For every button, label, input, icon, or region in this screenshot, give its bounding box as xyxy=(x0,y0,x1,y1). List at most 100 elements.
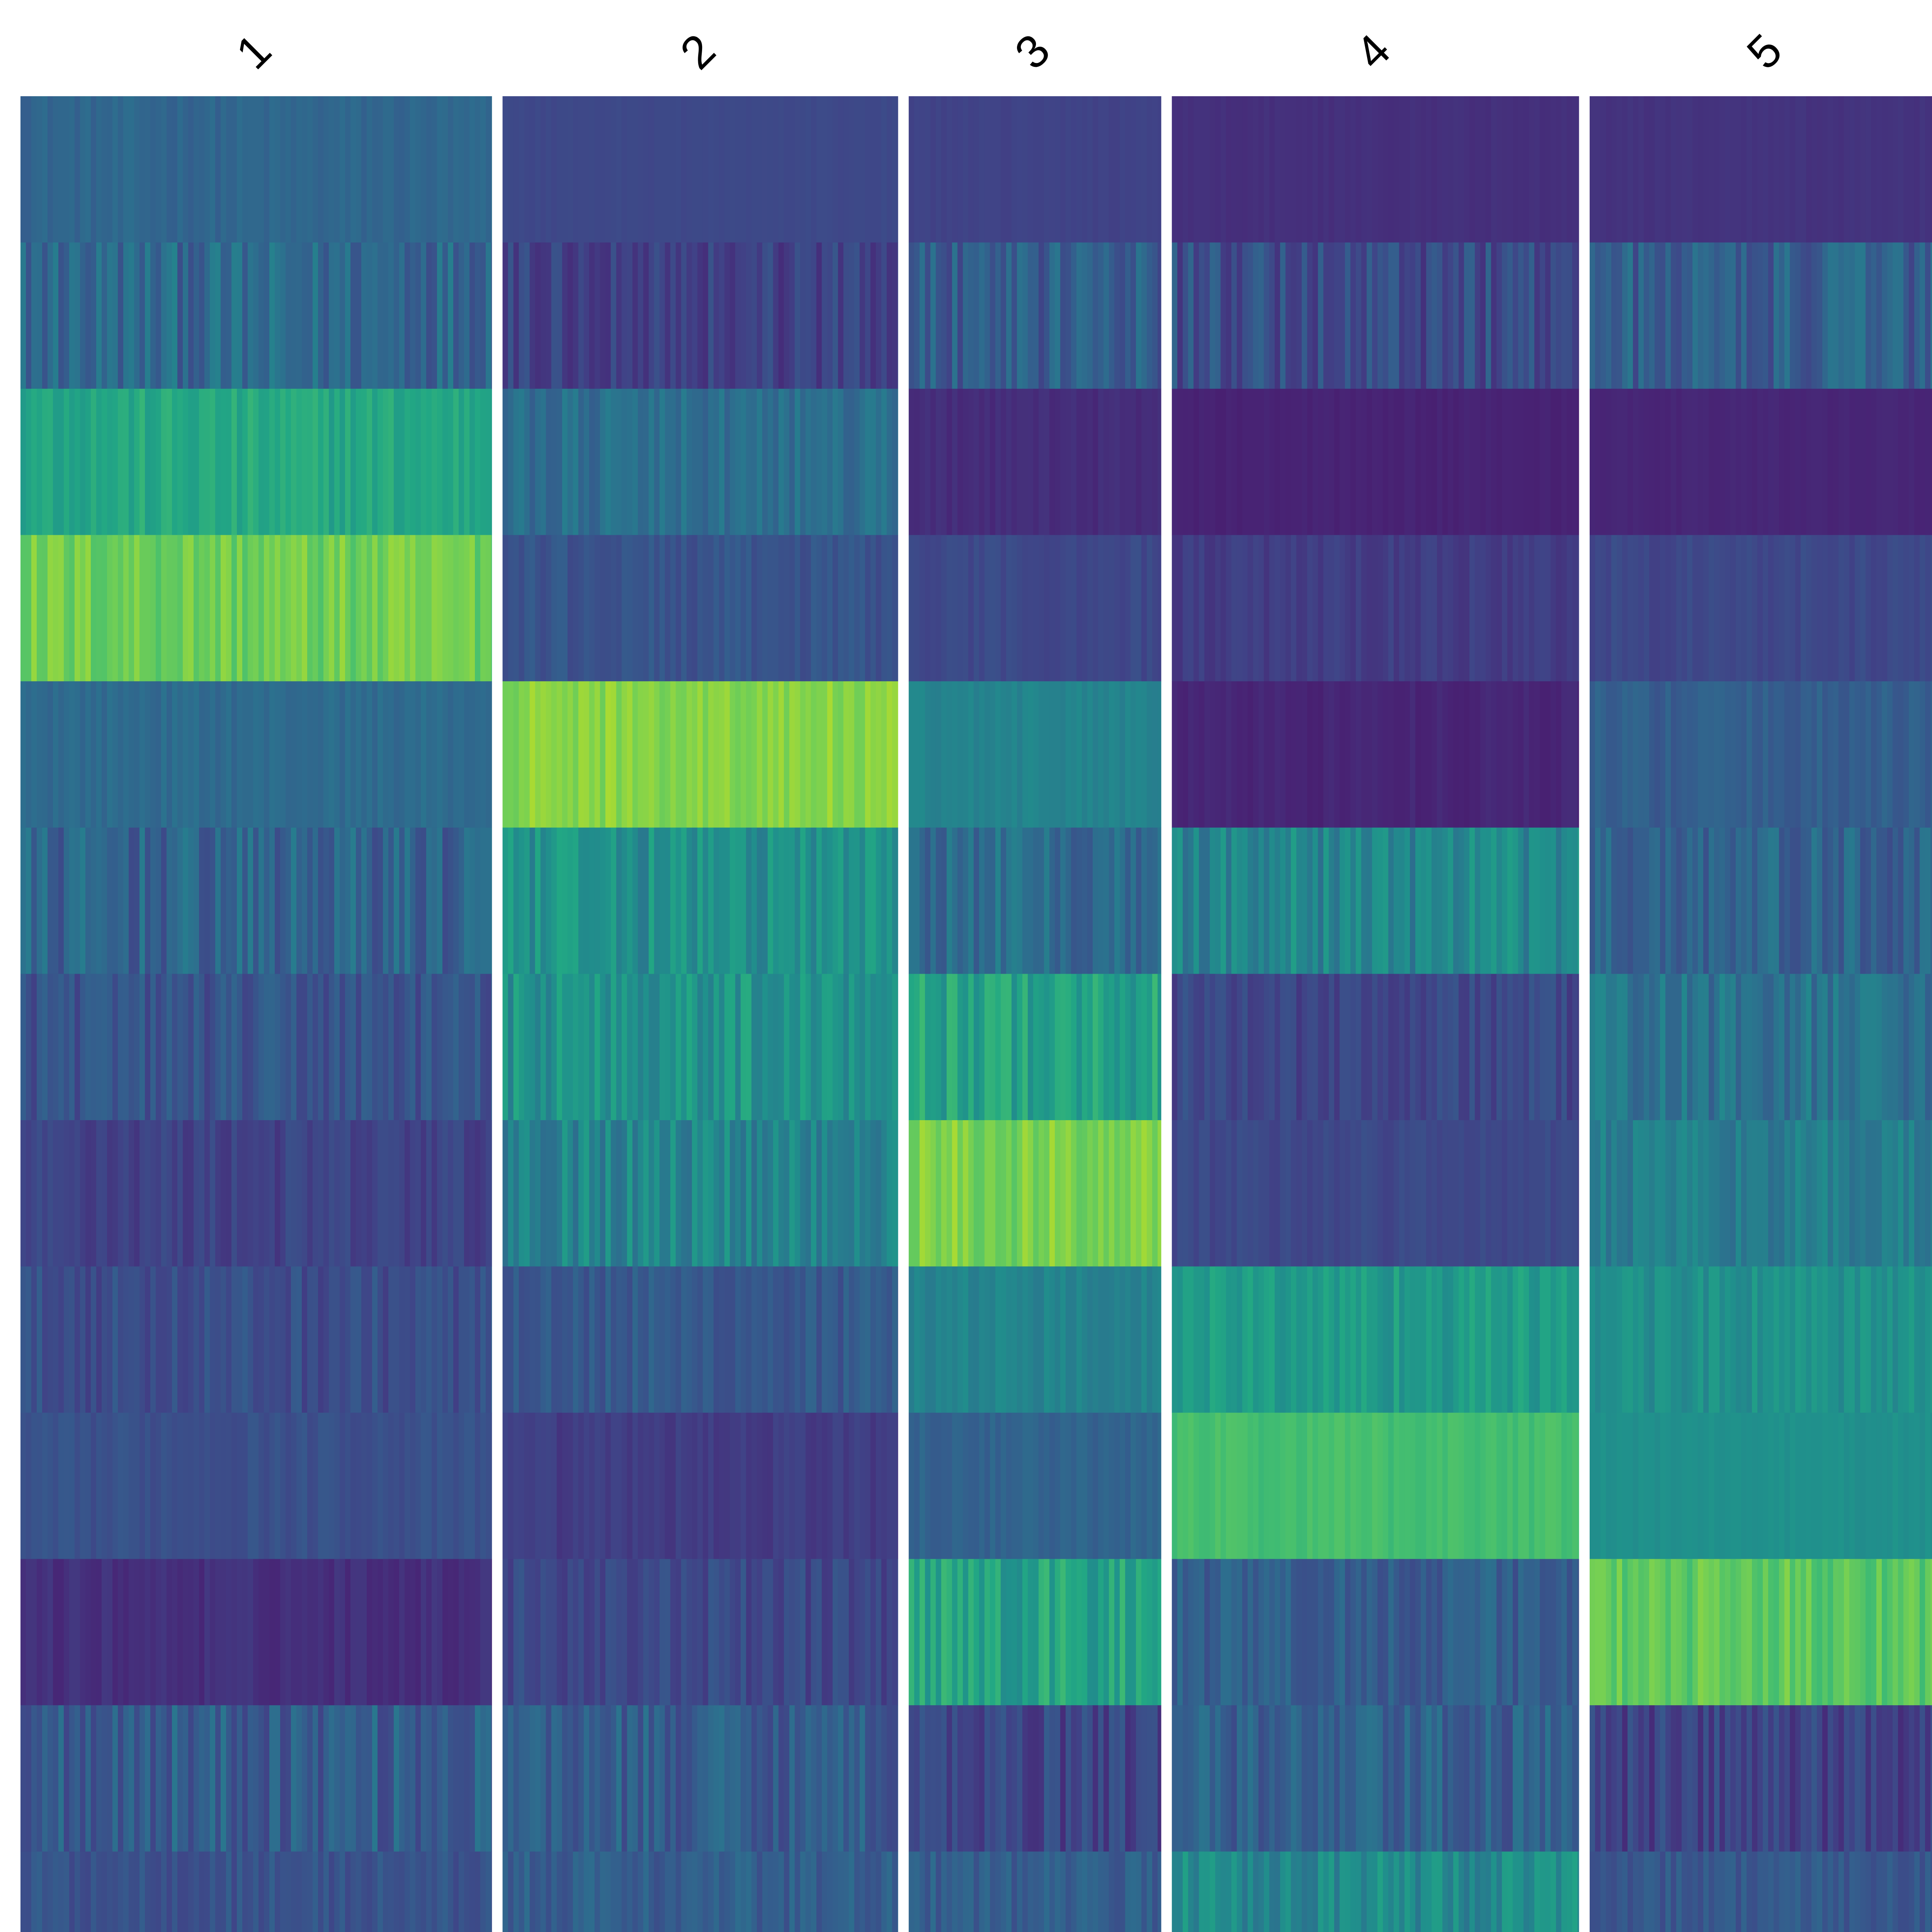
heatmap-stripe xyxy=(1383,96,1389,243)
heatmap-stripe xyxy=(562,1705,568,1852)
heatmap-stripe xyxy=(1006,1413,1012,1560)
heatmap-stripe xyxy=(1204,1413,1210,1560)
heatmap-stripe xyxy=(226,535,232,682)
heatmap-cell xyxy=(20,1559,492,1706)
heatmap-stripe xyxy=(659,974,665,1121)
heatmap-stripe xyxy=(118,535,124,682)
heatmap-stripe xyxy=(64,242,70,389)
heatmap-stripe xyxy=(1833,681,1839,828)
heatmap-stripe xyxy=(1909,242,1915,389)
heatmap-stripe xyxy=(286,389,291,536)
heatmap-stripe xyxy=(1703,1705,1709,1852)
heatmap-stripe xyxy=(1475,1120,1481,1267)
heatmap-stripe xyxy=(1556,1413,1562,1560)
heatmap-stripe xyxy=(1049,1120,1055,1267)
heatmap-stripe xyxy=(513,96,519,243)
heatmap-stripe xyxy=(665,242,671,389)
heatmap-stripe xyxy=(713,389,719,536)
heatmap-stripe xyxy=(1811,535,1817,682)
heatmap-stripe xyxy=(1611,1413,1617,1560)
heatmap-stripe xyxy=(286,1851,291,1932)
heatmap-stripe xyxy=(221,1120,226,1267)
heatmap-stripe xyxy=(930,535,936,682)
heatmap-stripe xyxy=(1903,1413,1909,1560)
heatmap-stripe xyxy=(1692,974,1698,1121)
heatmap-stripe xyxy=(1022,96,1028,243)
heatmap-stripe xyxy=(573,974,579,1121)
heatmap-stripe xyxy=(237,1559,243,1706)
heatmap-stripe xyxy=(735,1705,741,1852)
heatmap-stripe xyxy=(600,1705,606,1852)
heatmap-stripe xyxy=(53,1120,59,1267)
heatmap-stripe xyxy=(1518,389,1524,536)
heatmap-stripe xyxy=(37,242,43,389)
heatmap-stripe xyxy=(1644,535,1650,682)
heatmap-stripe xyxy=(1071,1705,1077,1852)
heatmap-stripe xyxy=(150,535,156,682)
heatmap-stripe xyxy=(1199,974,1205,1121)
heatmap-stripe xyxy=(1060,1266,1066,1413)
heatmap-stripe xyxy=(1747,974,1752,1121)
heatmap-stripe xyxy=(1215,974,1221,1121)
heatmap-stripe xyxy=(231,1559,237,1706)
heatmap-stripe xyxy=(567,1559,573,1706)
heatmap-stripe xyxy=(1393,1559,1400,1706)
heatmap-stripe xyxy=(210,681,216,828)
heatmap-stripe xyxy=(215,242,221,389)
heatmap-stripe xyxy=(26,827,32,974)
heatmap-stripe xyxy=(269,1413,275,1560)
heatmap-stripe xyxy=(1595,827,1601,974)
heatmap-stripe xyxy=(675,1705,682,1852)
heatmap-stripe xyxy=(204,1266,210,1413)
heatmap-stripe xyxy=(1334,681,1340,828)
heatmap-stripe xyxy=(1109,535,1115,682)
heatmap-stripe xyxy=(475,1266,481,1413)
heatmap-stripe xyxy=(1114,535,1120,682)
heatmap-stripe xyxy=(459,1266,464,1413)
heatmap-stripe xyxy=(784,1705,790,1852)
heatmap-stripe xyxy=(719,827,725,974)
heatmap-stripe xyxy=(1458,389,1464,536)
heatmap-stripe xyxy=(675,96,682,243)
heatmap-cell xyxy=(20,1120,492,1267)
heatmap-stripe xyxy=(1687,1413,1693,1560)
heatmap-stripe xyxy=(611,827,617,974)
heatmap-stripe xyxy=(973,1120,980,1267)
heatmap-stripe xyxy=(112,1413,118,1560)
heatmap-stripe xyxy=(1247,1266,1253,1413)
heatmap-stripe xyxy=(1366,1120,1372,1267)
heatmap-stripe xyxy=(675,681,682,828)
heatmap-stripe xyxy=(1611,96,1617,243)
heatmap-stripe xyxy=(1312,242,1318,389)
heatmap-stripe xyxy=(616,1120,622,1267)
heatmap-stripe xyxy=(388,1120,394,1267)
heatmap-stripe xyxy=(1480,1266,1486,1413)
heatmap-stripe xyxy=(134,827,140,974)
heatmap-stripe xyxy=(1082,389,1088,536)
heatmap-stripe xyxy=(69,1413,75,1560)
heatmap-stripe xyxy=(730,681,736,828)
heatmap-stripe xyxy=(1437,1851,1443,1932)
heatmap-stripe xyxy=(96,389,102,536)
heatmap-stripe xyxy=(605,535,611,682)
heatmap-stripe xyxy=(751,1413,757,1560)
heatmap-stripe xyxy=(1258,1559,1264,1706)
heatmap-cell xyxy=(1590,974,1932,1121)
heatmap-stripe xyxy=(1801,1705,1806,1852)
heatmap-stripe xyxy=(886,1851,893,1932)
heatmap-stripe xyxy=(1157,1120,1162,1267)
heatmap-stripe xyxy=(746,681,752,828)
heatmap-stripe xyxy=(1687,242,1693,389)
heatmap-stripe xyxy=(1458,1266,1464,1413)
heatmap-stripe xyxy=(1431,389,1437,536)
heatmap-stripe xyxy=(415,96,421,243)
heatmap-stripe xyxy=(1071,681,1077,828)
heatmap-stripe xyxy=(329,1705,335,1852)
heatmap-stripe xyxy=(1372,389,1378,536)
heatmap-stripe xyxy=(1157,389,1162,536)
heatmap-stripe xyxy=(838,827,844,974)
heatmap-stripe xyxy=(838,974,844,1121)
heatmap-stripe xyxy=(567,1120,573,1267)
heatmap-stripe xyxy=(1833,96,1839,243)
heatmap-stripe xyxy=(535,96,541,243)
